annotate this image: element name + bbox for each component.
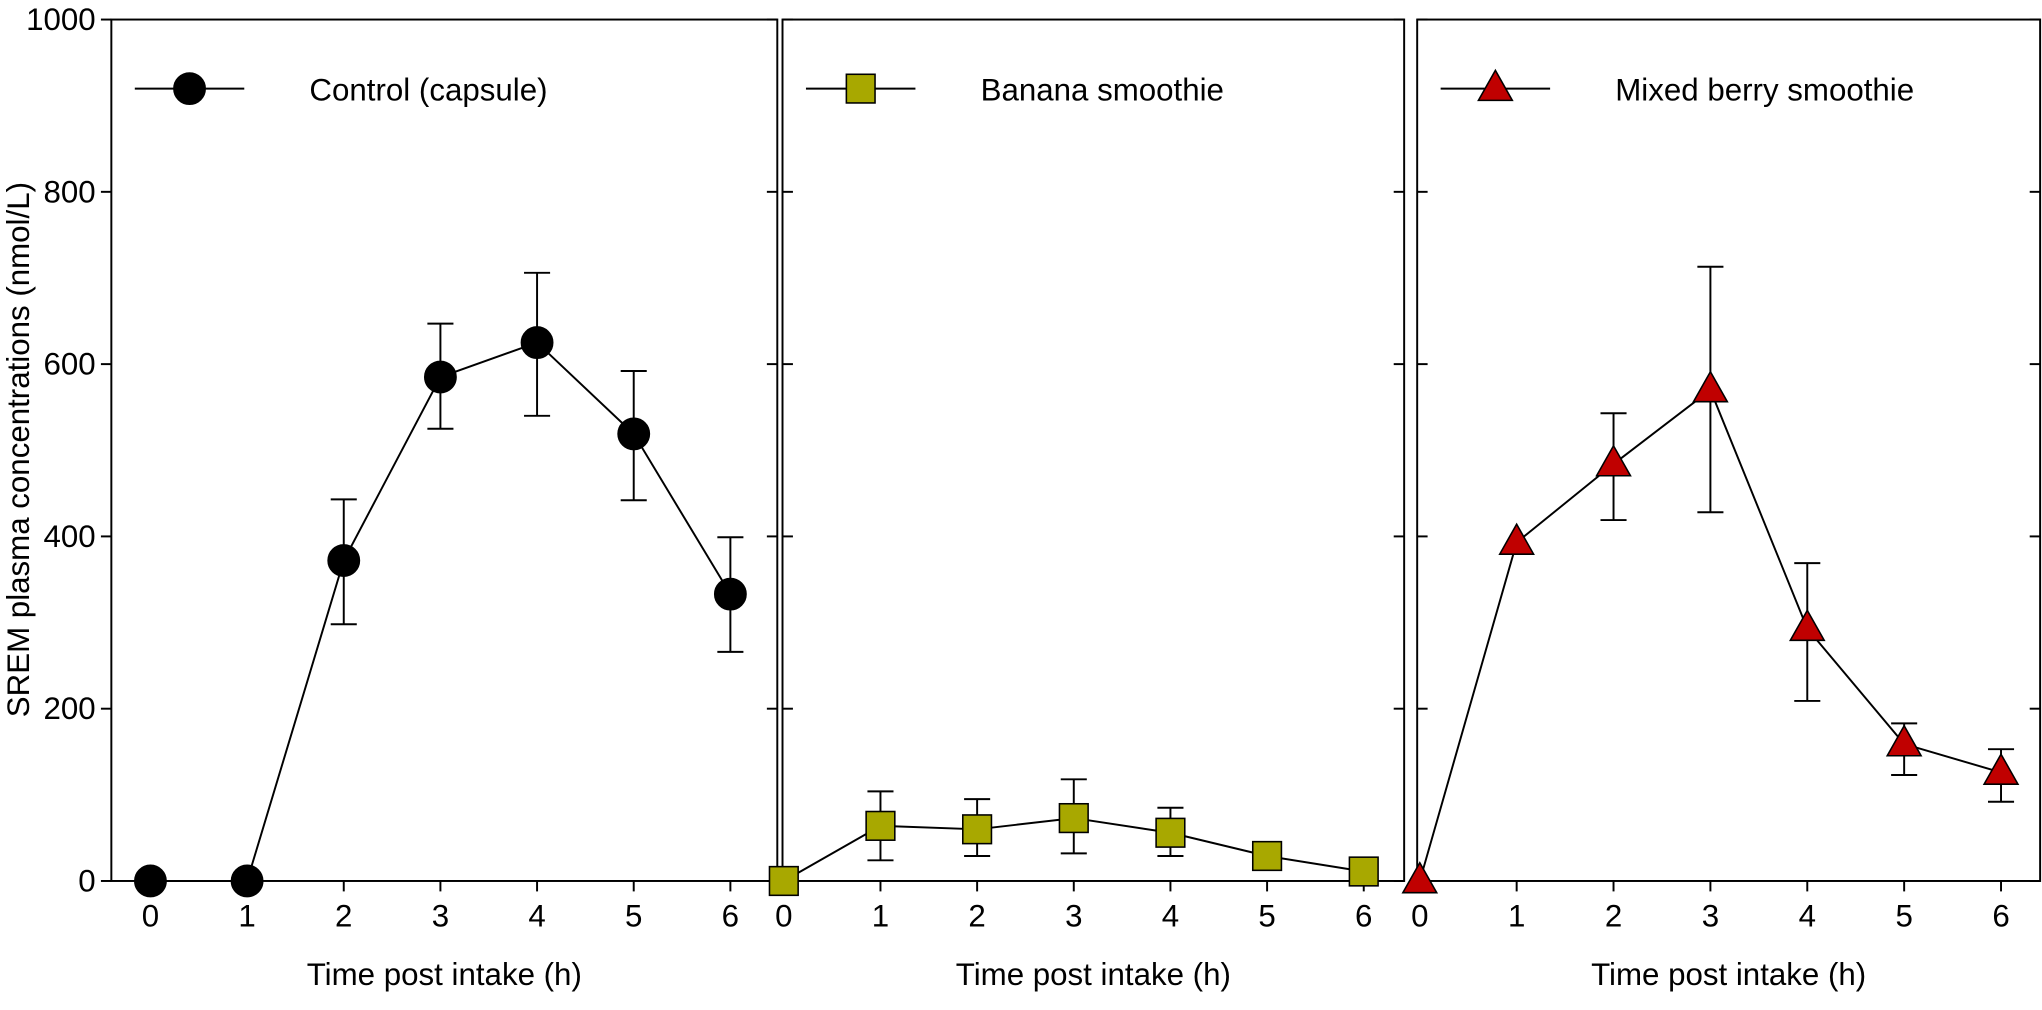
data-point [1788, 608, 1826, 642]
y-tick-label: 400 [44, 519, 96, 554]
data-point [865, 810, 896, 841]
x-tick-label: 6 [722, 899, 739, 934]
legend-marker [845, 73, 876, 104]
x-tick-label: 0 [1411, 899, 1428, 934]
data-point [1498, 522, 1535, 555]
plot-frame [1416, 18, 2042, 882]
data-point [1251, 840, 1283, 872]
data-point [962, 814, 993, 845]
data-point [1155, 817, 1186, 848]
x-tick-label: 3 [1702, 899, 1719, 934]
x-tick-label: 4 [528, 899, 545, 934]
data-point [1982, 752, 2020, 785]
x-tick-label: 2 [968, 899, 985, 934]
data-point [230, 864, 264, 898]
legend-label: Banana smoothie [981, 72, 1224, 107]
x-axis-label: Time post intake (h) [956, 957, 1231, 992]
data-point [327, 544, 361, 577]
x-tick-label: 4 [1799, 899, 1816, 934]
y-axis-label: SREM plasma concentrations (nmol/L) [1, 182, 36, 717]
y-tick-label: 200 [44, 691, 96, 726]
legend-marker [1477, 68, 1514, 102]
panel-1: 0 200 400 600 800 1000 0 1 2 3 4 5 6 Time post intake… [26, 2, 779, 992]
x-tick-label: 6 [1992, 899, 2009, 934]
data-point [134, 864, 167, 898]
legend-label: Mixed berry smoothie [1615, 72, 1914, 107]
x-tick-label: 0 [775, 899, 792, 934]
x-tick-label: 4 [1162, 899, 1179, 934]
plot-frame [781, 18, 1406, 882]
data-point [1348, 856, 1379, 887]
y-tick-label: 800 [44, 174, 96, 209]
panel-3: 0 1 2 3 4 5 6 Time post intake (h) Mixed berry s… [1401, 18, 2042, 992]
x-tick-label: 2 [1605, 899, 1622, 934]
x-tick-label: 0 [142, 899, 159, 934]
panel-2: 0 1 2 3 4 5 6 Time post intake (h) Banana smooth… [768, 18, 1406, 992]
x-tick-label: 5 [1258, 899, 1275, 934]
data-point [520, 326, 554, 360]
data-point [713, 577, 747, 611]
data-point [768, 865, 799, 897]
legend-label: Control (capsule) [309, 72, 547, 107]
data-point [617, 417, 651, 451]
y-tick-label: 600 [44, 347, 96, 382]
y-tick-label: 1000 [26, 2, 96, 37]
x-tick-label: 5 [1895, 899, 1912, 934]
data-point [1058, 802, 1089, 834]
x-tick-label: 6 [1355, 899, 1372, 934]
x-tick-label: 1 [872, 899, 889, 934]
plot-frame [110, 18, 779, 882]
x-tick-label: 3 [1065, 899, 1082, 934]
x-tick-label: 3 [432, 899, 449, 934]
x-axis-label: Time post intake (h) [1591, 957, 1866, 992]
x-tick-label: 2 [335, 899, 352, 934]
data-point [1692, 370, 1729, 403]
data-point [1595, 444, 1632, 477]
data-point [1885, 724, 1923, 757]
legend-marker [173, 72, 206, 106]
x-tick-label: 1 [1508, 899, 1525, 934]
y-tick-label: 0 [78, 863, 95, 898]
x-tick-label: 5 [625, 899, 642, 934]
data-point [423, 360, 457, 394]
data-point [1401, 861, 1439, 894]
x-axis-label: Time post intake (h) [307, 957, 582, 992]
x-tick-label: 1 [238, 899, 255, 934]
